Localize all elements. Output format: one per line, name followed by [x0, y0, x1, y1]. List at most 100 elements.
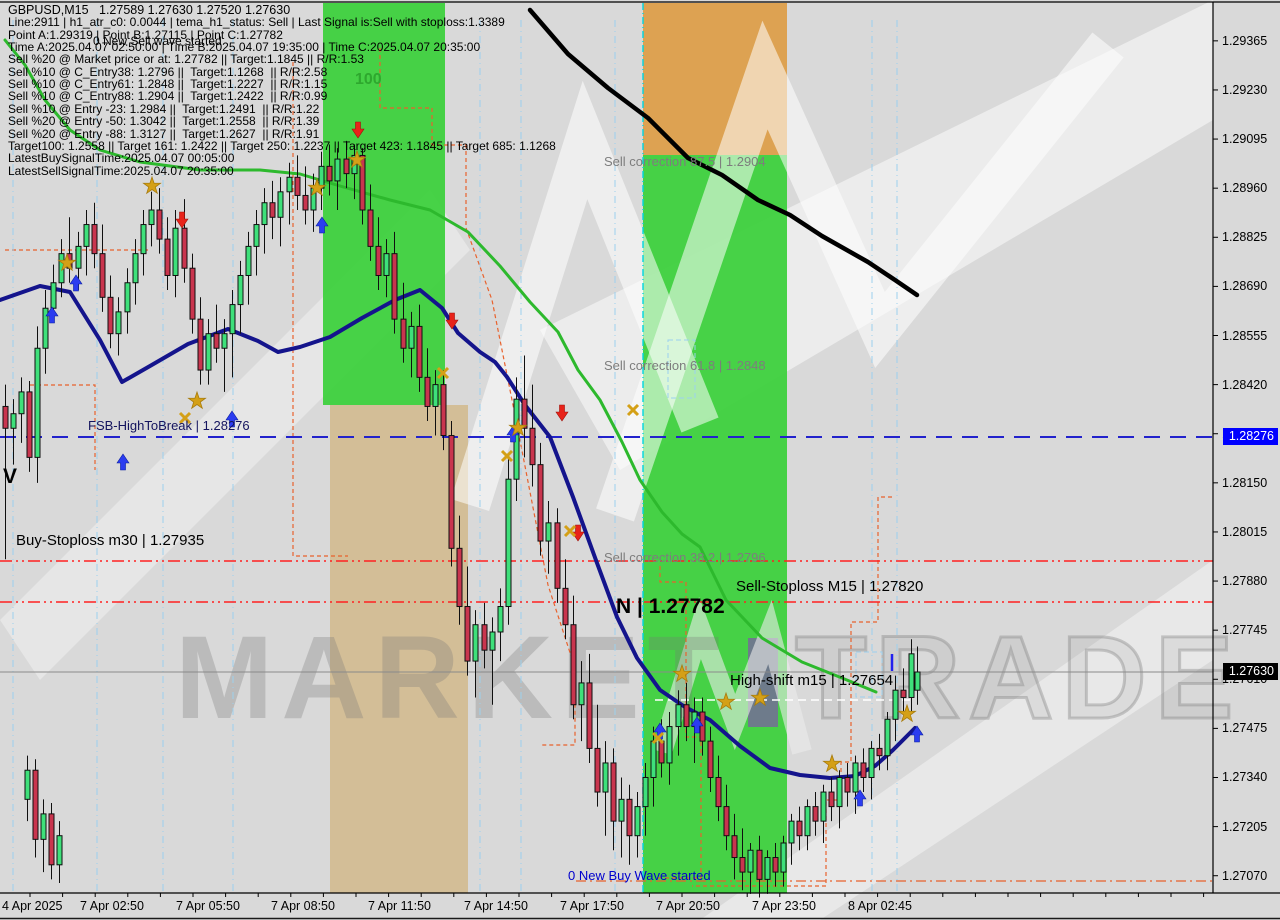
- candle-body: [618, 798, 625, 822]
- candle-body: [99, 253, 106, 298]
- candle-body: [731, 835, 738, 859]
- star-signal-icon: [347, 149, 367, 169]
- candle-body: [148, 209, 155, 226]
- star-signal-icon: [142, 175, 162, 195]
- candle-body: [383, 253, 390, 276]
- star-signal-icon: [672, 663, 692, 683]
- candle-body: [91, 224, 98, 255]
- candle-body: [359, 154, 366, 211]
- tema-m15-line: [0, 284, 917, 780]
- star-signal-icon: [57, 252, 77, 272]
- candle-body: [844, 776, 851, 793]
- candle-body: [537, 464, 544, 542]
- candle-body: [634, 806, 641, 837]
- sell-arrow-icon: [351, 121, 365, 139]
- candle-body: [115, 311, 122, 335]
- candle-body: [505, 478, 512, 608]
- candle-body: [900, 689, 907, 698]
- candle-body: [578, 682, 585, 706]
- candle-body: [764, 857, 771, 880]
- candle-body: [48, 813, 55, 866]
- candle-body: [229, 304, 236, 335]
- candle-body: [796, 820, 803, 837]
- candle-body: [156, 209, 163, 240]
- candle-body: [666, 726, 673, 764]
- candle-body: [602, 762, 609, 793]
- candle-body: [472, 624, 479, 662]
- candle-body: [683, 704, 690, 728]
- candle-body: [545, 522, 552, 542]
- candle-body: [408, 325, 415, 349]
- candle-body: [562, 587, 569, 626]
- candle-body: [302, 194, 309, 211]
- candle-body: [221, 333, 228, 349]
- candle-body: [892, 689, 899, 720]
- candle-body: [642, 776, 649, 808]
- candle-body: [707, 740, 714, 778]
- candle-body: [914, 671, 921, 691]
- candle-body: [812, 806, 819, 822]
- candle-body: [497, 606, 504, 633]
- candle-body: [521, 398, 528, 429]
- x-mark-icon: [178, 411, 192, 425]
- envelope-line: [379, 48, 576, 746]
- candle-body: [205, 333, 212, 371]
- candle-body: [375, 245, 382, 276]
- candle-body: [277, 191, 284, 218]
- x-mark-icon: [436, 366, 450, 380]
- candle-body: [876, 747, 883, 757]
- buy-arrow-icon: [45, 306, 59, 324]
- buy-arrow-icon: [910, 725, 924, 743]
- candle-body: [26, 391, 33, 458]
- buy-arrow-icon: [116, 453, 130, 471]
- x-mark-icon: [651, 731, 665, 745]
- candle-body: [213, 333, 220, 349]
- candle-body: [253, 224, 260, 247]
- candle-body: [75, 245, 82, 269]
- candle-body: [756, 849, 763, 880]
- star-signal-icon: [307, 177, 327, 197]
- candle-body: [448, 435, 455, 549]
- x-mark-icon: [626, 403, 640, 417]
- candle-body: [32, 769, 39, 840]
- candle-body: [570, 624, 577, 706]
- candle-body: [56, 835, 63, 866]
- candle-body: [586, 682, 593, 749]
- candle-body: [747, 849, 754, 873]
- candle-body: [610, 762, 617, 822]
- candle-body: [884, 718, 891, 757]
- buy-arrow-icon: [315, 216, 329, 234]
- candle-body: [18, 391, 25, 415]
- candle-body: [739, 857, 746, 873]
- candle-body: [189, 267, 196, 320]
- envelope-line: [30, 384, 96, 470]
- candle-body: [432, 384, 439, 407]
- candle-body: [780, 842, 787, 873]
- sell-arrow-icon: [175, 211, 189, 229]
- candle-body: [658, 740, 665, 764]
- star-signal-icon: [508, 417, 528, 437]
- candle-body: [367, 209, 374, 247]
- buy-arrow-icon: [225, 410, 239, 428]
- sell-arrow-icon: [555, 404, 569, 422]
- candle-body: [326, 165, 333, 182]
- candle-body: [626, 798, 633, 837]
- candle-body: [34, 347, 41, 458]
- candle-body: [334, 158, 341, 182]
- candle-body: [294, 176, 301, 196]
- candle-body: [164, 238, 171, 276]
- candle-body: [269, 202, 276, 218]
- candle-body: [860, 762, 867, 778]
- candle-body: [804, 806, 811, 837]
- star-signal-icon: [897, 703, 917, 723]
- star-signal-icon: [187, 390, 207, 410]
- candle-body: [456, 547, 463, 608]
- candle-body: [181, 227, 188, 269]
- candle-body: [24, 769, 31, 800]
- tema-h1-line: [3, 38, 878, 694]
- candle-body: [464, 606, 471, 662]
- dashed-range-box: [855, 651, 883, 698]
- candle-body: [788, 820, 795, 844]
